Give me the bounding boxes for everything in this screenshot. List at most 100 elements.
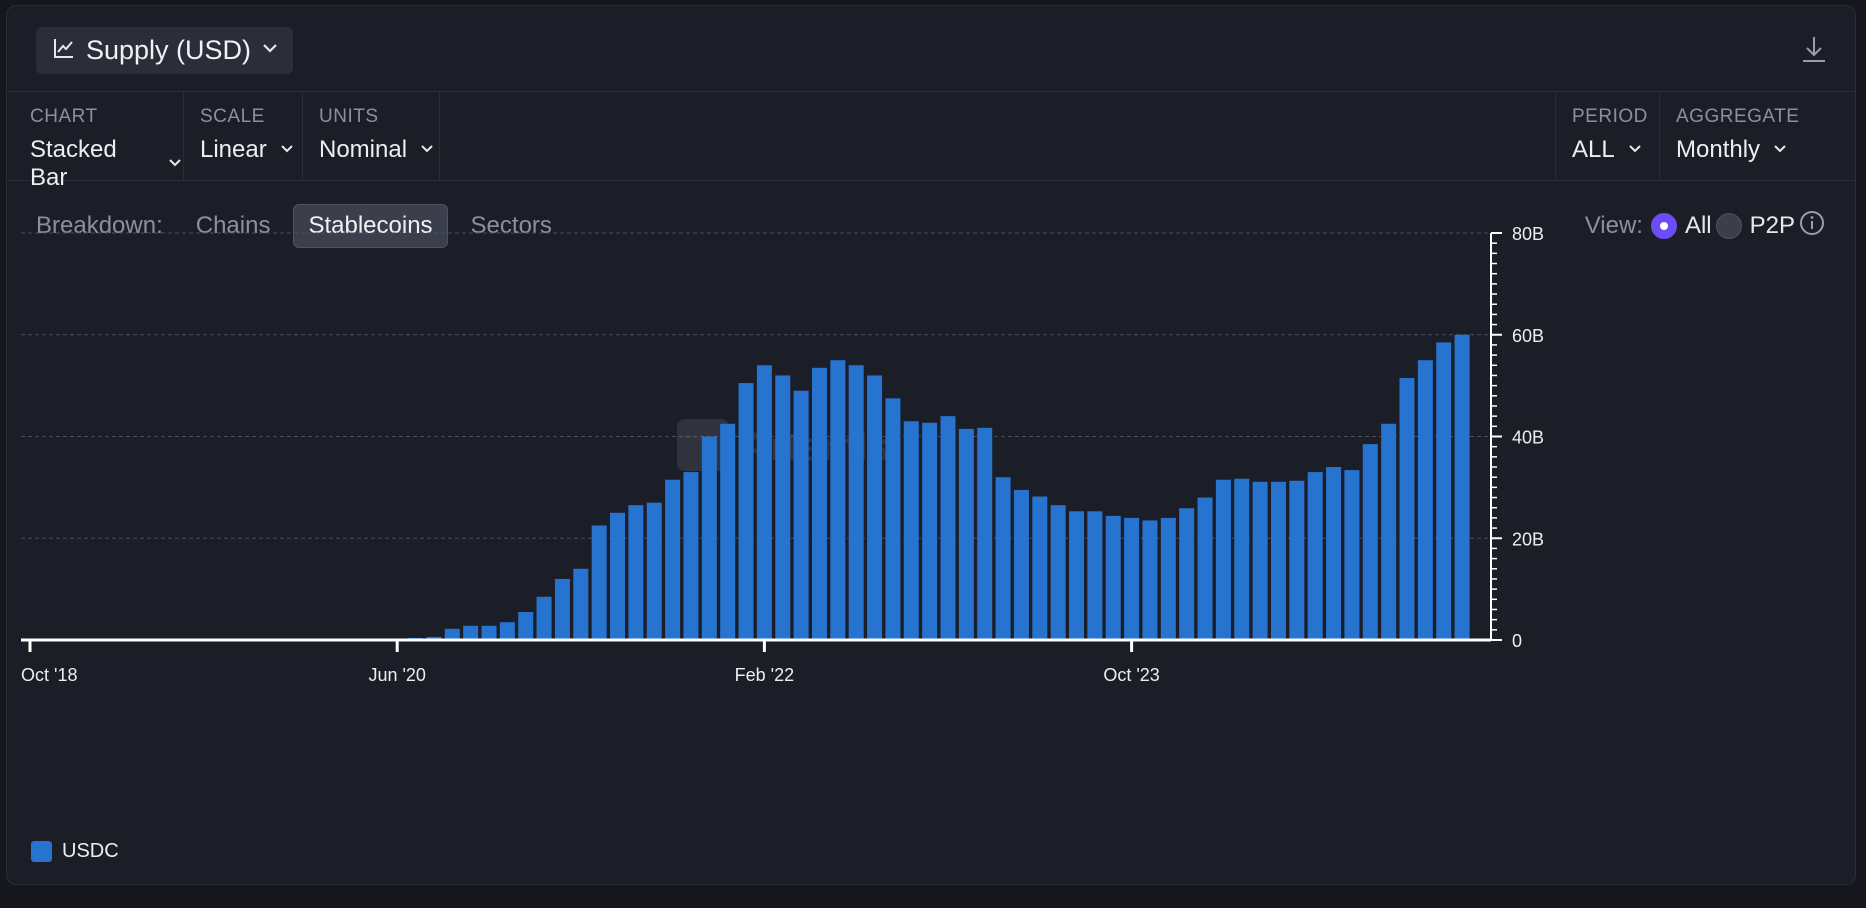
bar [1381,423,1397,640]
bar [1399,377,1415,640]
units-value: Nominal [319,136,408,163]
chart-type-label: CHART [30,106,98,127]
x-tick-label: Feb '22 [735,665,794,685]
bar [1179,508,1195,640]
bar [811,367,827,640]
bar [646,502,662,640]
units-label: UNITS [319,106,379,127]
bar [1215,479,1231,640]
bar [1252,481,1268,640]
bar [610,512,626,640]
bar [958,428,974,640]
bar [720,423,736,640]
units-select[interactable]: UNITS Nominal [303,92,440,180]
metric-selector[interactable]: Supply (USD) [36,27,294,74]
view-radio-all[interactable]: All [1650,212,1712,240]
download-icon [1797,37,1831,71]
view-radio-p2p[interactable]: P2P [1715,212,1795,240]
period-label: PERIOD [1572,106,1648,127]
breakdown-label: Breakdown: [36,212,163,239]
supply-panel: Supply (USD) CHART Stacked Bar SCALE Lin… [6,5,1856,885]
bar [554,578,570,640]
bar [1436,342,1452,640]
breakdown-selector: Breakdown: Chains Stablecoins Sectors [36,204,575,248]
y-tick-label: 80B [1512,224,1544,244]
x-tick-label: Jun '20 [368,665,425,685]
bar [1050,505,1066,640]
view-option-p2p-label: P2P [1749,212,1795,239]
bar [940,416,956,640]
bar [701,436,717,640]
chart-type-value: Stacked Bar [30,136,117,191]
bar [995,477,1011,640]
x-tick-label: Oct '18 [21,665,77,685]
bar [444,628,460,640]
breakdown-tab-sectors[interactable]: Sectors [470,212,552,239]
aggregate-select[interactable]: AGGREGATE Monthly [1660,92,1850,180]
bar [573,568,589,640]
view-option-all-label: All [1684,212,1712,239]
y-tick-label: 0 [1512,631,1522,651]
bar [591,525,607,640]
bar [481,625,497,640]
x-tick-label: Oct '23 [1103,665,1159,685]
bar [848,365,864,640]
bar [1032,496,1048,640]
panel-header: Supply (USD) [7,6,1855,92]
bar [1124,517,1140,640]
bar [518,612,534,640]
bar [885,398,901,640]
scale-label: SCALE [200,106,265,127]
bar [1307,472,1323,640]
bar [1234,478,1250,640]
bar [1197,497,1213,640]
bar [1326,467,1342,640]
radio-selected-icon [1650,213,1677,239]
bar [738,383,754,640]
chart-title: Supply (USD) [86,35,252,65]
bar [1454,334,1470,640]
download-button[interactable] [1797,33,1831,67]
bar [683,472,699,640]
bar [1013,489,1029,640]
legend-swatch [31,841,52,862]
breakdown-tab-stablecoins[interactable]: Stablecoins [293,204,448,248]
bar [1417,360,1433,640]
bar [1142,520,1158,640]
view-label: View: [1584,212,1643,239]
bar [793,390,809,640]
bar [922,422,938,640]
bar [665,479,681,640]
aggregate-label: AGGREGATE [1676,106,1800,127]
bar [463,625,479,640]
line-chart-icon [52,36,76,65]
bar [756,365,772,640]
y-tick-label: 20B [1512,529,1544,549]
legend-label: USDC [62,840,119,862]
bar [1069,511,1085,640]
bar [830,360,846,640]
chart-type-select[interactable]: CHART Stacked Bar [14,92,184,191]
info-icon[interactable] [1799,210,1825,243]
bar [1344,470,1360,640]
y-tick-label: 40B [1512,428,1544,448]
chart-legend: USDC [31,840,119,863]
bar [867,375,883,640]
breakdown-tab-chains[interactable]: Chains [195,212,271,239]
bar [775,375,791,640]
period-select[interactable]: PERIOD ALL [1555,92,1660,180]
view-toggle: View: All P2P [1585,209,1825,243]
chevron-down-icon [279,136,295,164]
chevron-down-icon [1627,136,1643,164]
bar [903,421,919,640]
bar [536,596,552,640]
bar [1160,517,1176,640]
bar [1289,480,1305,640]
bar [1362,444,1378,640]
y-tick-label: 60B [1512,326,1544,346]
bar [499,622,515,640]
bar [1087,511,1103,640]
bar [1270,481,1286,640]
scale-select[interactable]: SCALE Linear [184,92,303,180]
